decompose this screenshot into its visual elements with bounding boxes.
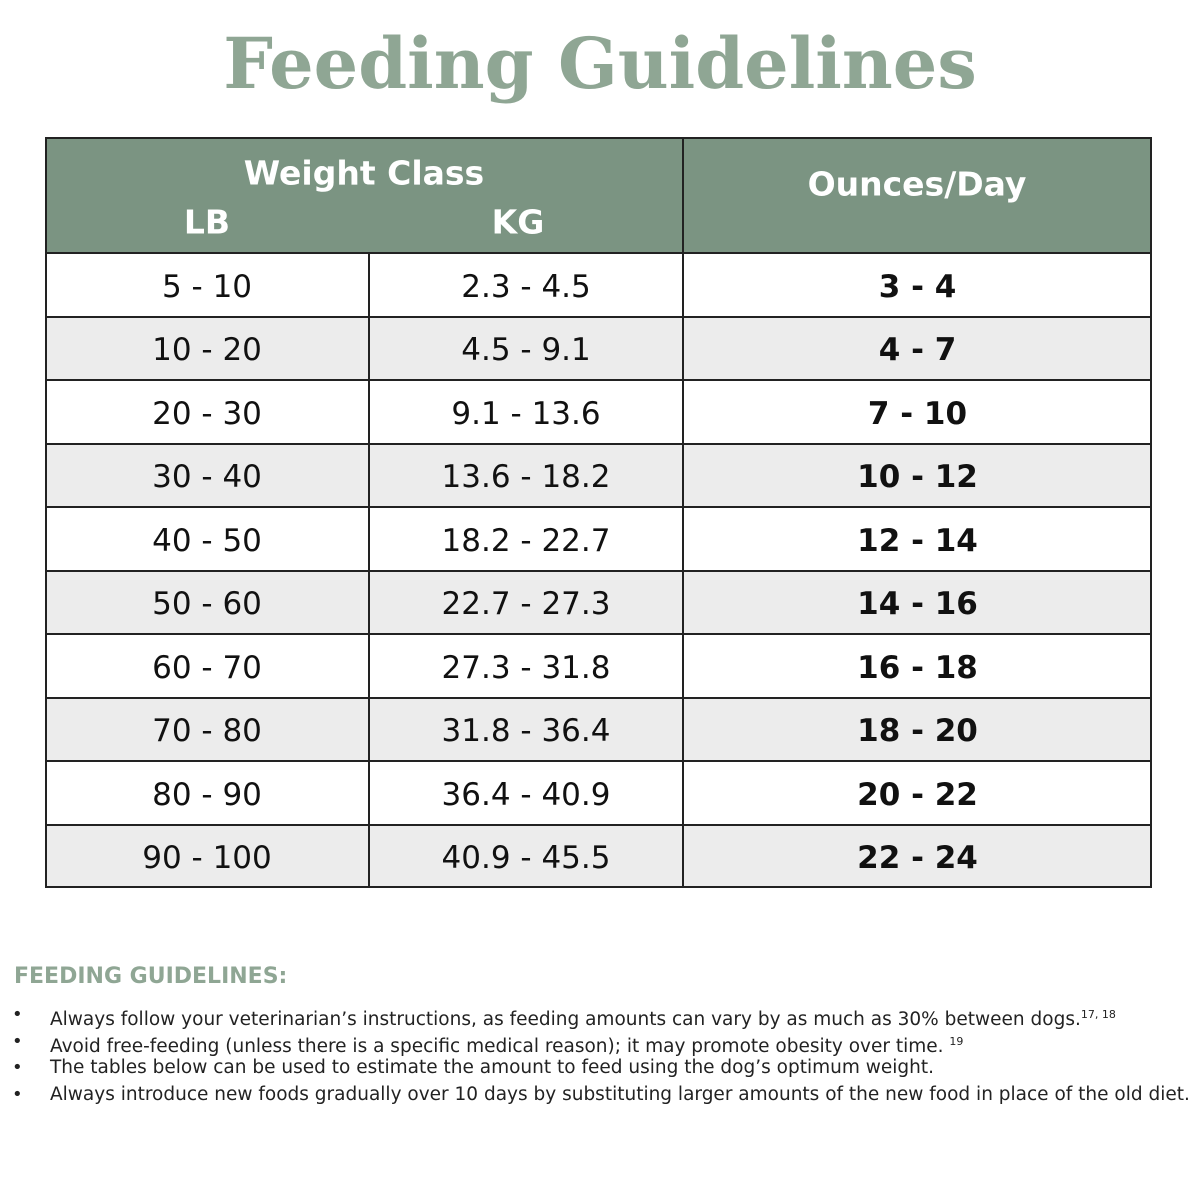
table-cell: 4 - 7	[878, 332, 957, 369]
note-text: The tables below can be used to estimate…	[50, 1057, 934, 1078]
table-cell: 4.5 - 9.1	[461, 332, 591, 369]
table-cell: 36.4 - 40.9	[441, 776, 611, 813]
row-line	[45, 442, 1152, 445]
table-cell: 90 - 100	[142, 840, 272, 877]
header-cell: Weight Class	[243, 153, 485, 193]
table	[45, 137, 1152, 888]
note-item: Always introduce new foods gradually ove…	[50, 1081, 1195, 1108]
table-cell: 7 - 10	[867, 395, 968, 432]
row-line	[45, 633, 1152, 635]
row-bg	[45, 380, 1152, 444]
notes-heading: FEEDING GUIDELINES:	[14, 964, 288, 989]
row-line	[45, 315, 1152, 318]
note-ref: 17, 18	[1080, 1008, 1116, 1021]
bullet: •	[12, 1084, 23, 1105]
table-cell: 22 - 24	[857, 840, 978, 877]
note-ref: 19	[949, 1035, 964, 1048]
note-item: Always follow your veterinarian’s instru…	[50, 1001, 1195, 1033]
row-bg	[45, 507, 1152, 571]
bullet: •	[12, 1057, 23, 1078]
row-line	[45, 569, 1152, 572]
bullet: •	[12, 1004, 23, 1025]
row-line	[45, 696, 1152, 699]
row-bg	[45, 253, 1152, 317]
row-line	[45, 823, 1152, 826]
table-cell: 40.9 - 45.5	[441, 840, 611, 877]
note-text: Avoid free-feeding (unless there is a sp…	[50, 1036, 950, 1058]
table-cell: 31.8 - 36.4	[441, 713, 611, 750]
table-cell: 20 - 30	[152, 395, 262, 432]
row-line	[45, 379, 1152, 381]
table-cell: 22.7 - 27.3	[441, 586, 611, 623]
title: Feeding Guidelines	[223, 22, 977, 105]
row-bg	[45, 570, 1152, 634]
note-text: Always follow your veterinarian’s instru…	[50, 1009, 1081, 1031]
table-cell: 9.1 - 13.6	[451, 395, 601, 432]
table-cell: 13.6 - 18.2	[441, 459, 611, 496]
header-cell: Ounces/Day	[807, 164, 1027, 204]
table-cell: 18.2 - 22.7	[441, 522, 611, 559]
table-cell: 5 - 10	[161, 268, 253, 305]
row-bg	[45, 634, 1152, 698]
row-line	[45, 252, 1152, 254]
table-cell: 40 - 50	[152, 522, 262, 559]
table-cell: 30 - 40	[152, 459, 262, 496]
table-cell: 16 - 18	[857, 649, 978, 686]
table-cell: 10 - 20	[152, 332, 262, 369]
table-cell: 18 - 20	[857, 713, 978, 750]
table-cell: 27.3 - 31.8	[441, 649, 611, 686]
table-cell: 3 - 4	[878, 268, 957, 305]
header-bg	[45, 137, 1152, 253]
row-line	[45, 760, 1152, 762]
table-cell: 50 - 60	[152, 586, 262, 623]
row-line	[45, 506, 1152, 508]
table-cell: 12 - 14	[857, 522, 978, 559]
table-cell: 80 - 90	[152, 776, 262, 813]
row-bg	[45, 761, 1152, 825]
note-item: Avoid free-feeding (unless there is a sp…	[50, 1028, 1195, 1060]
table-cell: 20 - 22	[857, 776, 978, 813]
note-item: The tables below can be used to estimate…	[50, 1054, 1195, 1081]
row-bg	[45, 316, 1152, 380]
bullet: •	[12, 1031, 23, 1052]
table-cell: 10 - 12	[857, 459, 978, 496]
table-cell: 2.3 - 4.5	[461, 268, 591, 305]
row-bg	[45, 697, 1152, 761]
col-line	[682, 137, 684, 888]
table-cell: 14 - 16	[857, 586, 978, 623]
col-line	[368, 253, 370, 888]
row-bg	[45, 824, 1152, 888]
table-cell: 70 - 80	[152, 713, 262, 750]
header-cell: KG	[491, 202, 545, 242]
row-bg	[45, 443, 1152, 507]
header-cell: LB	[183, 202, 231, 242]
table-cell: 60 - 70	[152, 649, 262, 686]
note-text: Always introduce new foods gradually ove…	[50, 1084, 1190, 1105]
